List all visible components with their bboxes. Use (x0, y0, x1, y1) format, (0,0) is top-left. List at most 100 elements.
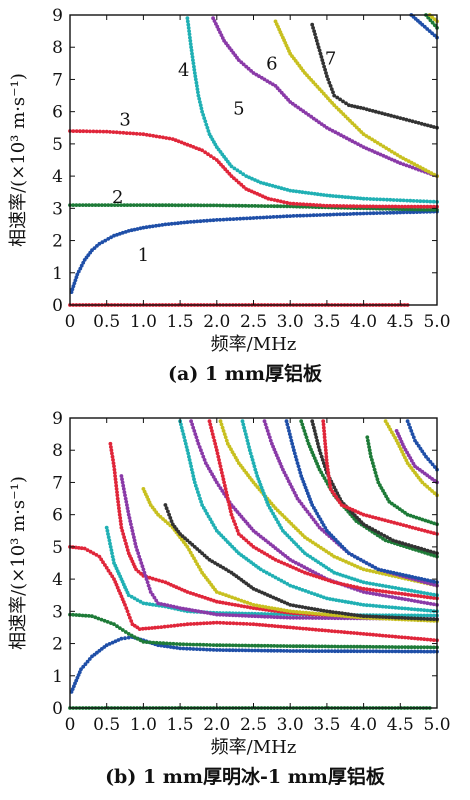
x-tick-label: 1.5 (167, 715, 194, 735)
series-point (385, 569, 390, 574)
series-point (392, 114, 397, 119)
series-point (367, 514, 372, 519)
series-point (192, 219, 196, 224)
series-point (328, 487, 333, 491)
series-point (320, 458, 325, 462)
series-point (118, 516, 123, 520)
series-point (304, 644, 309, 649)
series-point (216, 454, 221, 459)
series-point (82, 546, 87, 551)
series-point (318, 213, 323, 217)
series-point (412, 589, 417, 594)
series-point (123, 493, 127, 498)
series-point (150, 602, 155, 607)
series-point (385, 197, 389, 202)
series-point (218, 203, 222, 208)
series-point (318, 51, 323, 56)
x-tick-label: 0.5 (93, 312, 120, 332)
series-point (395, 198, 399, 203)
series-point (311, 517, 316, 522)
series-point (409, 204, 414, 209)
series-point (132, 227, 137, 232)
series-point (224, 438, 229, 443)
series-point (418, 446, 423, 451)
series-point (192, 622, 196, 626)
series-point (387, 634, 391, 638)
series-point (256, 204, 261, 208)
series-point (193, 432, 198, 436)
series-point (192, 203, 197, 208)
series-point (304, 626, 309, 631)
series-point (321, 595, 326, 600)
series-point (104, 565, 109, 570)
series-point (425, 204, 430, 209)
series-point (287, 432, 292, 436)
series-point (257, 604, 262, 608)
series-point (400, 606, 404, 611)
series-point (315, 203, 319, 208)
series-point (158, 641, 163, 645)
series-point (322, 432, 327, 436)
series-point (416, 645, 420, 650)
series-point (241, 172, 246, 177)
series-point (115, 496, 120, 501)
series-point (348, 630, 353, 635)
series-point (432, 521, 436, 526)
series-point (305, 213, 309, 218)
y-tick-label: 3 (52, 602, 63, 622)
series-point (90, 248, 94, 253)
series-point (203, 150, 208, 155)
series-point (262, 77, 267, 82)
series-point (135, 203, 139, 208)
series-point (293, 454, 298, 459)
series-point (162, 644, 167, 648)
series-point (218, 217, 223, 222)
series-point (371, 591, 376, 596)
series-point (410, 575, 415, 579)
series-point (138, 557, 143, 562)
series-point (390, 595, 395, 599)
series-point (76, 269, 81, 274)
series-point (323, 445, 328, 449)
series-point (150, 224, 155, 229)
series-point (80, 613, 85, 618)
chart-a-series-5 (185, 16, 439, 204)
series-point (374, 570, 379, 575)
series-point (220, 470, 224, 475)
series-point (266, 204, 270, 209)
series-point (309, 191, 314, 196)
series-point (125, 545, 129, 549)
series-point (338, 572, 342, 577)
x-tick-label: 3.5 (313, 715, 340, 735)
series-point (139, 561, 144, 565)
series-point (116, 499, 120, 504)
series-point (91, 129, 96, 134)
series-point (197, 96, 202, 101)
series-point (238, 216, 243, 221)
series-point (376, 480, 381, 485)
series-point (425, 608, 430, 613)
series-point (199, 610, 204, 614)
series-point (328, 203, 333, 208)
series-point (125, 548, 130, 552)
series-point (126, 612, 131, 617)
series-point (382, 568, 387, 573)
series-point (364, 587, 369, 592)
series-point (232, 166, 237, 171)
series-point (323, 628, 328, 633)
series-point (312, 429, 317, 433)
series-point (384, 649, 388, 654)
series-point (84, 203, 88, 208)
series-point (188, 220, 193, 224)
series-point (234, 643, 238, 648)
y-tick-label: 8 (52, 441, 63, 461)
series-point (416, 613, 420, 618)
series-point (432, 582, 436, 587)
series-point (188, 143, 193, 148)
series-point (406, 543, 411, 547)
series-point (364, 649, 369, 654)
series-point (393, 649, 398, 654)
series-point (181, 642, 186, 647)
series-point (199, 499, 204, 504)
series-point (321, 422, 326, 427)
